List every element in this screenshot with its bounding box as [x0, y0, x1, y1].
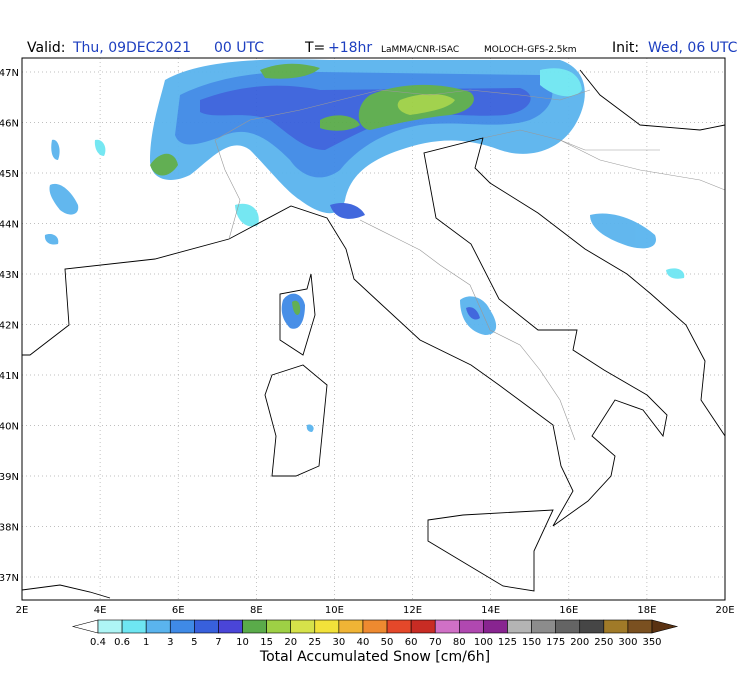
colorbar-label: 100 [474, 637, 493, 648]
model: MOLOCH-GFS-2.5km [484, 45, 577, 55]
colorbar-box [314, 619, 340, 634]
colorbar-box [603, 619, 629, 634]
colorbar-box [218, 619, 243, 634]
colorbar-label: 200 [570, 637, 589, 648]
colorbar-label: 150 [522, 637, 541, 648]
colorbar-box [555, 619, 581, 634]
colorbar-box [531, 619, 556, 634]
coastline [21, 69, 726, 599]
lon-label: 6E [172, 605, 185, 616]
lat-label: 40N [0, 422, 19, 433]
lon-label: 12E [403, 605, 422, 616]
colorbar-label: 70 [429, 637, 442, 648]
lat-label: 42N [0, 321, 19, 332]
borders [214, 89, 726, 441]
colorbar-label: 60 [405, 637, 418, 648]
lat-label: 43N [0, 270, 19, 281]
colorbar-box [627, 619, 653, 634]
colorbar-box [97, 619, 123, 634]
colorbar-label: 0.4 [90, 637, 106, 648]
colorbar-arrow [71, 619, 99, 634]
lon-label: 18E [637, 605, 656, 616]
lon-label: 8E [250, 605, 263, 616]
lon-label: 16E [559, 605, 578, 616]
lat-label: 46N [0, 119, 19, 130]
lat-label: 47N [0, 68, 19, 79]
lon-label: 20E [715, 605, 734, 616]
colorbar-title: Total Accumulated Snow [cm/6h] [259, 649, 490, 665]
source: LaMMA/CNR-ISAC [381, 45, 459, 55]
valid-date: Thu, 09DEC2021 [72, 40, 191, 56]
colorbar-box [266, 619, 291, 634]
colorbar-label: 50 [381, 637, 394, 648]
colorbar-box [507, 619, 532, 634]
lat-label: 39N [0, 472, 19, 483]
colorbar-box [194, 619, 219, 634]
colorbar-label: 350 [642, 637, 661, 648]
colorbar-box [362, 619, 388, 634]
colorbar-label: 7 [215, 637, 221, 648]
colorbar-box [338, 619, 364, 634]
colorbar-label: 250 [594, 637, 613, 648]
lat-label: 45N [0, 169, 19, 180]
init-value: Wed, 06 UTC [648, 40, 738, 56]
lon-label: 14E [481, 605, 500, 616]
colorbar-label: 125 [498, 637, 517, 648]
colorbar-label: 5 [191, 637, 197, 648]
lead-value: +18hr [328, 40, 372, 56]
colorbar-label: 25 [308, 637, 321, 648]
colorbar: 0.4 0.6 1 3 5 7 10 15 20 25 30 40 50 60 70 80 100 125 150 1… [71, 619, 679, 648]
colorbar-box [242, 619, 267, 634]
colorbar-arrow [651, 619, 679, 634]
colorbar-box [410, 619, 436, 634]
lon-label: 10E [325, 605, 344, 616]
lat-label: 44N [0, 220, 19, 231]
snow-field [44, 59, 685, 432]
colorbar-box [459, 619, 484, 634]
colorbar-box [483, 619, 508, 634]
colorbar-label: 3 [167, 637, 173, 648]
valid-hour: 00 UTC [214, 40, 264, 56]
colorbar-label: 15 [260, 637, 273, 648]
lead-label: T= [304, 40, 325, 56]
colorbar-label: 10 [236, 637, 249, 648]
colorbar-label: 1 [143, 637, 149, 648]
colorbar-label: 300 [618, 637, 637, 648]
colorbar-label: 30 [333, 637, 346, 648]
lon-label: 4E [94, 605, 107, 616]
colorbar-box [290, 619, 316, 634]
colorbar-box [434, 619, 460, 634]
colorbar-box [169, 619, 195, 634]
colorbar-label: 20 [284, 637, 297, 648]
init-label: Init: [612, 40, 639, 56]
axis-labels: 47N 46N 45N 44N 43N 42N 41N 40N 39N 38N 37N 2E 4E 6E 8… [0, 68, 735, 616]
map-frame [21, 57, 726, 601]
colorbar-box [579, 619, 605, 634]
lat-label: 41N [0, 371, 19, 382]
lon-label: 2E [16, 605, 29, 616]
colorbar-label: 0.6 [114, 637, 130, 648]
colorbar-box [386, 619, 412, 634]
colorbar-label: 175 [546, 637, 565, 648]
lat-label: 38N [0, 523, 19, 534]
colorbar-box [145, 619, 171, 634]
colorbar-label: 80 [453, 637, 466, 648]
colorbar-label: 40 [357, 637, 370, 648]
lat-label: 37N [0, 573, 19, 584]
valid-label: Valid: [27, 40, 65, 56]
colorbar-box [121, 619, 147, 634]
